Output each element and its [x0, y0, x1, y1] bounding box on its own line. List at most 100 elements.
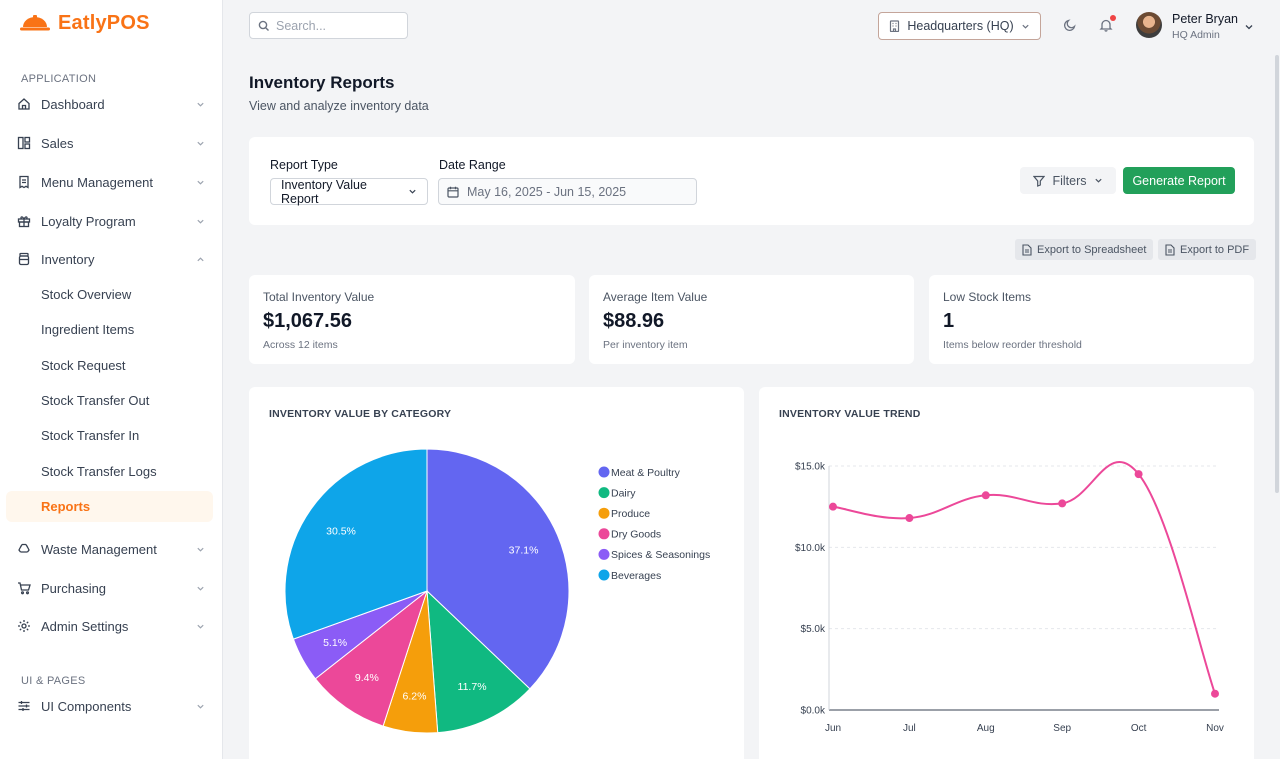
legend-swatch [598, 528, 610, 540]
jar-icon [6, 252, 41, 266]
sidebar-item-ui-components[interactable]: UI Components [6, 690, 213, 722]
sidebar-subitem-ingredient-items[interactable]: Ingredient Items [41, 322, 135, 337]
pie-slice-label: 6.2% [403, 690, 427, 702]
sidebar-item-label: Inventory [41, 251, 95, 267]
data-point-aug[interactable] [981, 491, 990, 500]
sidebar-item-inventory[interactable]: Inventory [6, 243, 213, 275]
sidebar-item-label: Menu Management [41, 174, 154, 190]
trend-line [832, 460, 1216, 695]
sidebar-subitem-stock-overview[interactable]: Stock Overview [41, 287, 132, 302]
sidebar-subitem-stock-transfer-out[interactable]: Stock Transfer Out [41, 393, 150, 408]
scrollbar[interactable] [1275, 55, 1279, 493]
legend-label[interactable]: Dairy [611, 487, 636, 499]
y-tick-label: $0.0k [801, 706, 826, 717]
export-spreadsheet-label: Export to Spreadsheet [1037, 243, 1147, 256]
sidebar-item-label: Admin Settings [41, 618, 129, 634]
page-subtitle: View and analyze inventory data [249, 99, 429, 113]
x-tick-label: Nov [1206, 723, 1224, 734]
y-tick-label: $5.0k [801, 624, 826, 635]
section-label-ui-pages: UI & PAGES [21, 675, 86, 687]
columns-icon [6, 136, 41, 150]
data-point-nov[interactable] [1211, 689, 1219, 698]
sidebar-item-admin-settings[interactable]: Admin Settings [6, 610, 213, 642]
bell-icon[interactable] [1096, 15, 1116, 35]
date-range-input[interactable]: May 16, 2025 - Jun 15, 2025 [438, 178, 697, 205]
sidebar-item-sales[interactable]: Sales [6, 127, 213, 159]
stat-value: 1 [943, 310, 955, 332]
chevron-down-icon [187, 178, 213, 187]
generate-report-button[interactable]: Generate Report [1123, 167, 1235, 194]
sidebar-subitem-stock-transfer-logs[interactable]: Stock Transfer Logs [41, 464, 157, 479]
legend-label[interactable]: Dry Goods [611, 529, 661, 541]
search-box[interactable] [249, 12, 408, 39]
chevron-down-icon [187, 545, 213, 554]
recycle-icon [6, 542, 41, 556]
sidebar-subitem-stock-request[interactable]: Stock Request [41, 358, 126, 373]
legend-label[interactable]: Produce [611, 508, 650, 520]
stat-note: Across 12 items [263, 339, 338, 351]
stat-label: Low Stock Items [943, 290, 1032, 304]
pie-slice-dairy[interactable] [426, 589, 531, 734]
report-type-select[interactable]: Inventory Value Report [270, 178, 428, 206]
sidebar-item-menu-management[interactable]: Menu Management [6, 166, 213, 198]
sidebar-item-loyalty-program[interactable]: Loyalty Program [6, 205, 213, 237]
data-point-oct[interactable] [1134, 470, 1143, 479]
sidebar-subitem-reports[interactable]: Reports [6, 491, 213, 522]
chevron-up-icon [187, 255, 213, 264]
legend-label[interactable]: Spices & Seasonings [611, 549, 710, 561]
pie-slice-label: 11.7% [458, 681, 487, 693]
sliders-icon [6, 699, 41, 713]
export-pdf-label: Export to PDF [1180, 243, 1250, 256]
calendar-icon [447, 186, 459, 198]
document-icon [1022, 243, 1032, 256]
sidebar-item-label: Sales [41, 135, 74, 151]
cloche-icon [20, 15, 50, 31]
x-tick-label: Oct [1131, 723, 1147, 734]
page-title: Inventory Reports [249, 73, 395, 92]
pie-slice-dry-goods[interactable] [314, 589, 428, 727]
stat-note: Per inventory item [603, 339, 688, 351]
location-selector[interactable]: Headquarters (HQ) [878, 12, 1041, 40]
data-point-jul[interactable] [905, 514, 914, 523]
legend-swatch [598, 487, 610, 499]
category-chart-card: INVENTORY VALUE BY CATEGORY 37.1% 11.7% 6.… [249, 387, 744, 759]
document-icon [1165, 243, 1175, 256]
funnel-icon [1033, 175, 1046, 187]
pie-slice-label: 30.5% [326, 526, 356, 538]
app-logo[interactable]: EatlyPOS [20, 10, 150, 36]
stat-label: Average Item Value [603, 290, 708, 304]
pie-slice-beverages[interactable] [284, 448, 428, 640]
sidebar-item-purchasing[interactable]: Purchasing [6, 572, 213, 604]
x-tick-label: Jul [903, 723, 916, 734]
trend-chart-card: INVENTORY VALUE TREND $0.0k $5.0k $10.0k $1… [759, 387, 1254, 759]
search-icon [258, 20, 270, 32]
data-point-jun[interactable] [829, 502, 837, 511]
filters-button[interactable]: Filters [1020, 167, 1116, 194]
sidebar-subitem-stock-transfer-in[interactable]: Stock Transfer In [41, 428, 140, 443]
moon-icon[interactable] [1060, 15, 1080, 35]
sidebar-item-label: Waste Management [41, 541, 157, 557]
date-range-label: Date Range [439, 158, 506, 172]
export-spreadsheet-button[interactable]: Export to Spreadsheet [1015, 239, 1154, 260]
gift-icon [6, 214, 41, 228]
building-icon [889, 20, 900, 32]
legend-label[interactable]: Beverages [611, 570, 661, 582]
export-pdf-button[interactable]: Export to PDF [1158, 239, 1257, 260]
pie-slice-label: 9.4% [355, 672, 379, 684]
y-tick-label: $10.0k [795, 543, 826, 554]
sidebar: EatlyPOS APPLICATION Dashboard Sales Men… [0, 0, 223, 759]
user-role: HQ Admin [1172, 29, 1220, 41]
sidebar-item-waste-management[interactable]: Waste Management [6, 533, 213, 565]
pie-slice-meat-poultry[interactable] [426, 448, 570, 690]
chevron-down-icon [1021, 22, 1030, 31]
avatar[interactable] [1136, 12, 1162, 38]
sidebar-item-dashboard[interactable]: Dashboard [6, 88, 213, 120]
chevron-down-icon[interactable] [1244, 20, 1254, 35]
stat-card-total-value: Total Inventory Value $1,067.56 Across 1… [249, 275, 575, 364]
section-label-application: APPLICATION [21, 73, 97, 85]
search-input[interactable] [276, 18, 396, 33]
app-name: EatlyPOS [58, 11, 150, 34]
data-point-sep[interactable] [1058, 499, 1067, 508]
stat-card-low-stock: Low Stock Items 1 Items below reorder th… [929, 275, 1254, 364]
legend-label[interactable]: Meat & Poultry [611, 467, 681, 479]
